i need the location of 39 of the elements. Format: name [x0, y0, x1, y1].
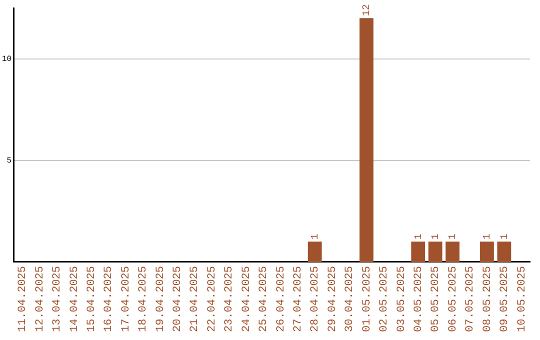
- x-tick-label: 03.05.2025: [396, 266, 408, 332]
- data-label: 1: [482, 234, 494, 240]
- x-tick-label: 17.04.2025: [120, 266, 132, 332]
- x-tick-label: 06.05.2025: [447, 266, 460, 332]
- x-tick-label: 12.04.2025: [34, 266, 46, 332]
- x-tick-label: 05.05.2025: [430, 266, 442, 332]
- x-tick-label: 04.05.2025: [413, 266, 426, 332]
- x-tick-label: 18.04.2025: [138, 266, 150, 332]
- data-label: 1: [448, 234, 460, 240]
- x-tick-label: 01.05.2025: [361, 266, 374, 332]
- x-tick-label: 21.04.2025: [189, 266, 202, 332]
- data-label: 12: [362, 4, 374, 16]
- x-tick-label: 02.05.2025: [378, 266, 391, 332]
- data-label: 1: [310, 234, 322, 240]
- x-tick-label: 11.04.2025: [17, 266, 30, 332]
- x-tick-label: 16.04.2025: [103, 266, 116, 332]
- y-tick-label: 5: [6, 156, 12, 166]
- x-tick-label: 19.04.2025: [154, 266, 167, 332]
- y-tick-label: 10: [2, 54, 12, 64]
- x-tick-label: 30.04.2025: [344, 266, 356, 332]
- x-tick-label: 13.04.2025: [52, 266, 64, 332]
- x-tick-label: 24.04.2025: [240, 266, 253, 332]
- x-tick-label: 09.05.2025: [499, 266, 512, 332]
- x-tick-label: 28.04.2025: [310, 266, 322, 332]
- x-tick-label: 23.04.2025: [224, 266, 236, 332]
- x-tick-label: 22.04.2025: [206, 266, 218, 332]
- data-label: 1: [414, 234, 425, 240]
- x-tick-label: 08.05.2025: [482, 266, 494, 332]
- x-tick-label: 10.05.2025: [516, 266, 528, 332]
- x-tick-label: 27.04.2025: [292, 266, 305, 332]
- x-tick-label: 26.04.2025: [275, 266, 288, 332]
- x-tick-label: 20.04.2025: [172, 266, 184, 332]
- x-tick-label: 14.04.2025: [68, 266, 81, 332]
- data-label: 1: [430, 234, 442, 240]
- x-tick-label: 07.05.2025: [464, 266, 477, 332]
- x-tick-label: 29.04.2025: [326, 266, 339, 332]
- x-tick-label: 15.04.2025: [86, 266, 98, 332]
- x-tick-label: 25.04.2025: [258, 266, 270, 332]
- data-label: 1: [500, 234, 511, 240]
